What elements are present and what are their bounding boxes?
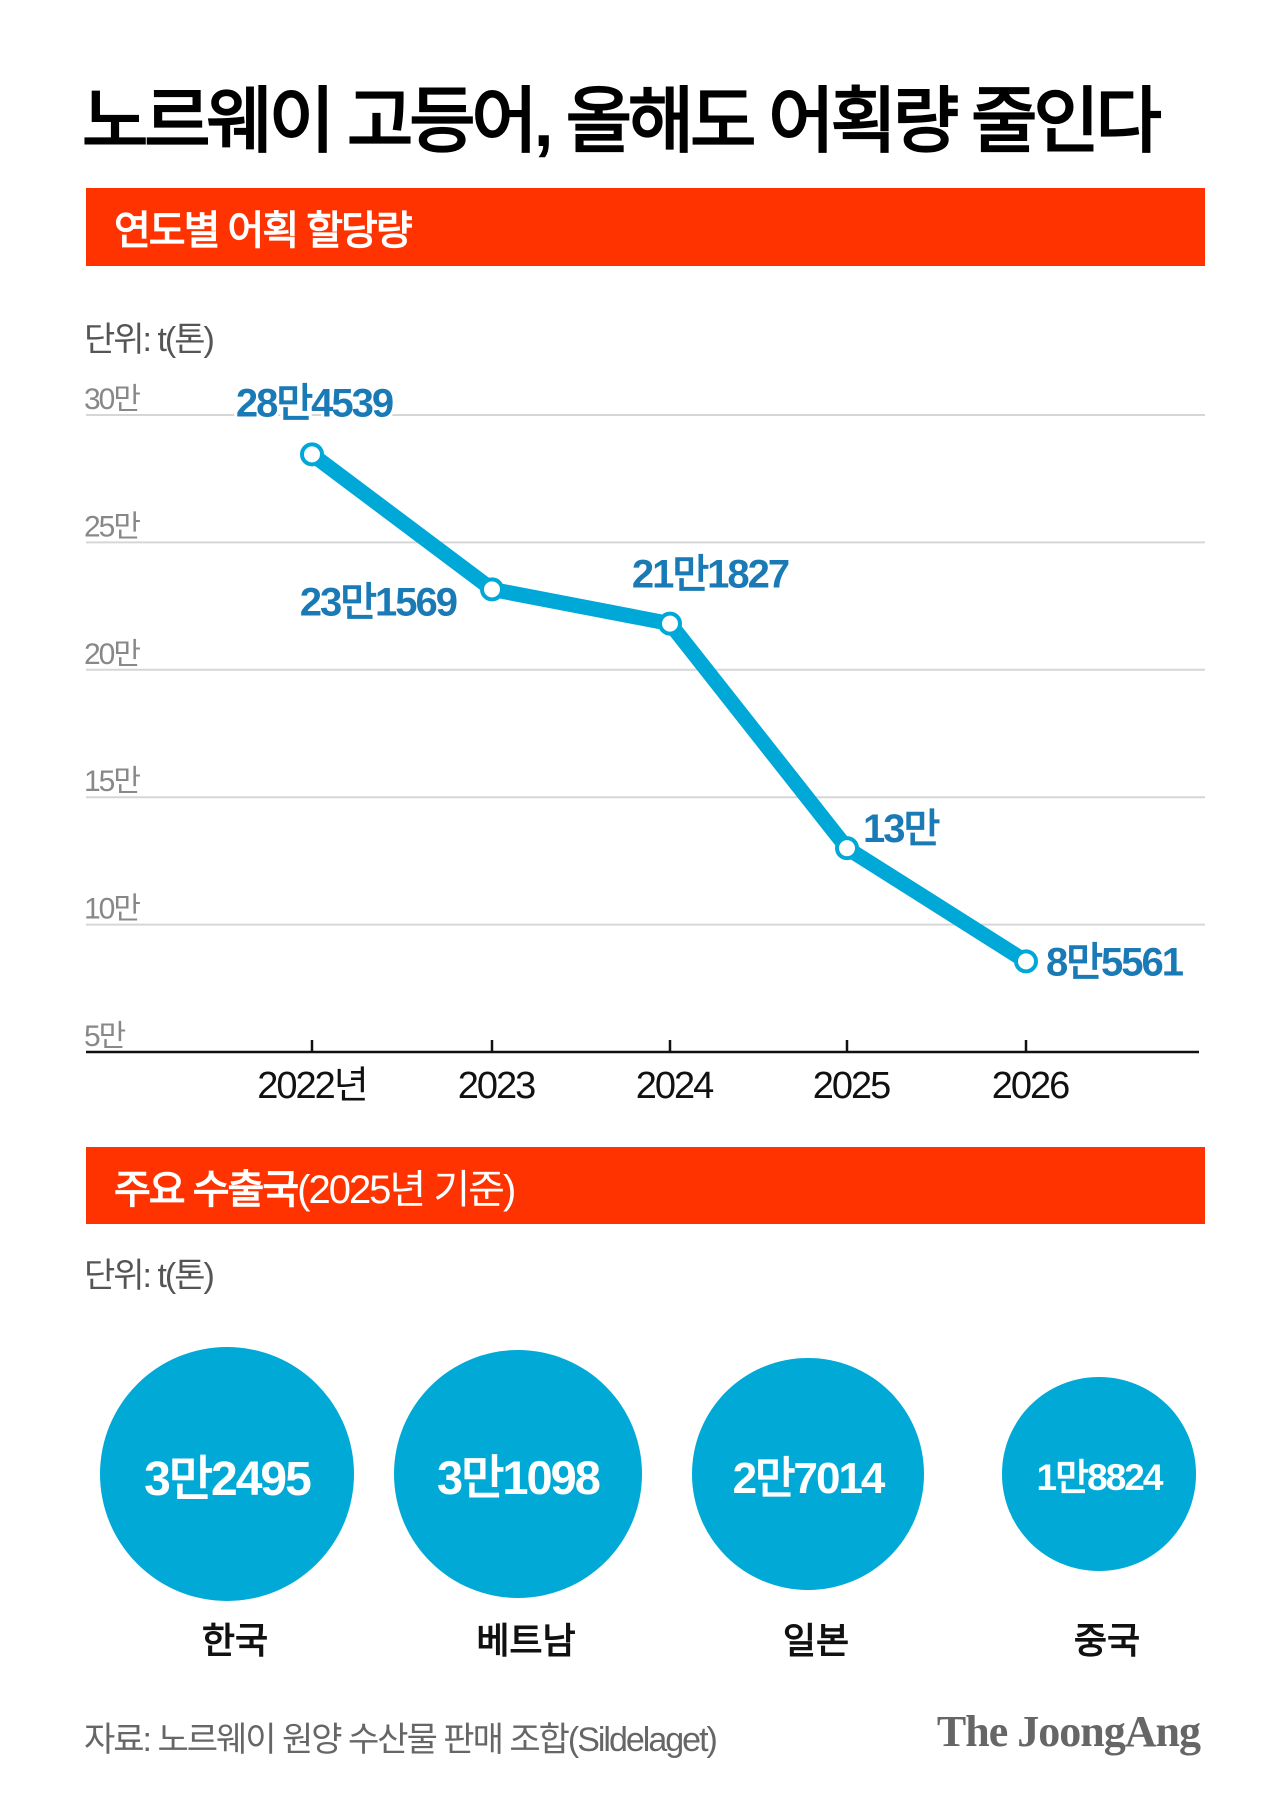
data-label: 23만1569 — [300, 580, 457, 624]
source-note: 자료: 노르웨이 원양 수산물 판매 조합(Sildelaget) — [84, 1721, 718, 1759]
section-header-quota: 연도별 어획 할당량 — [86, 188, 1205, 266]
data-label: 8만5561 — [1046, 940, 1184, 984]
bubble-category-label: 한국 — [201, 1620, 269, 1661]
bubble: 1만8824 — [1002, 1377, 1196, 1571]
x-tick-label: 2025 — [813, 1065, 890, 1107]
y-tick-label: 30만 — [84, 383, 140, 416]
unit-label: 단위: t(톤) — [84, 1257, 215, 1295]
data-label: 21만1827 — [632, 553, 789, 597]
bubble: 2만7014 — [692, 1358, 924, 1590]
data-point — [480, 577, 504, 602]
section-header-suffix: (2025년 기준) — [297, 1167, 516, 1212]
bubble-value-label: 3만2495 — [144, 1453, 312, 1506]
bubble-category-label: 중국 — [1073, 1620, 1141, 1661]
bubble: 3만2495 — [100, 1347, 354, 1601]
y-tick-label: 10만 — [84, 893, 140, 926]
line-chart: 30만 25만 20만 15만 10만 5만 2022년 2023 2024 2025 2026 28… — [84, 381, 1205, 1107]
data-label: 28만4539 — [236, 381, 393, 425]
data-point — [658, 611, 682, 636]
x-tick-label: 2023 — [458, 1065, 535, 1107]
bubble-category-label: 일본 — [782, 1620, 850, 1661]
series-line — [307, 448, 1031, 968]
bubble: 3만1098 — [393, 1349, 643, 1599]
bubble-category-label: 베트남 — [476, 1620, 576, 1661]
x-tick-label: 2022년 — [257, 1065, 367, 1107]
x-tick-label: 2026 — [992, 1065, 1069, 1107]
data-point — [835, 836, 859, 861]
data-point — [1014, 949, 1038, 974]
y-tick-label: 5만 — [84, 1020, 126, 1053]
data-point — [300, 442, 324, 467]
section-header-exports: 주요 수출국 (2025년 기준) — [86, 1147, 1205, 1224]
publisher-logo: The JoongAng — [936, 1707, 1201, 1756]
page-title: 노르웨이 고등어, 올해도 어획량 줄인다 — [82, 82, 1162, 162]
y-tick-label: 15만 — [84, 765, 140, 798]
bubble-value-label: 1만8824 — [1036, 1456, 1164, 1498]
x-tick-label: 2024 — [636, 1065, 714, 1107]
section-header-label: 연도별 어획 할당량 — [114, 209, 413, 253]
y-tick-label: 20만 — [84, 638, 140, 671]
section-header-label: 주요 수출국 — [114, 1167, 299, 1212]
data-label: 13만 — [863, 807, 940, 851]
unit-label: 단위: t(톤) — [84, 321, 215, 359]
bubble-value-label: 2만7014 — [732, 1453, 886, 1503]
bubble-value-label: 3만1098 — [437, 1451, 601, 1505]
y-tick-label: 25만 — [84, 510, 140, 543]
